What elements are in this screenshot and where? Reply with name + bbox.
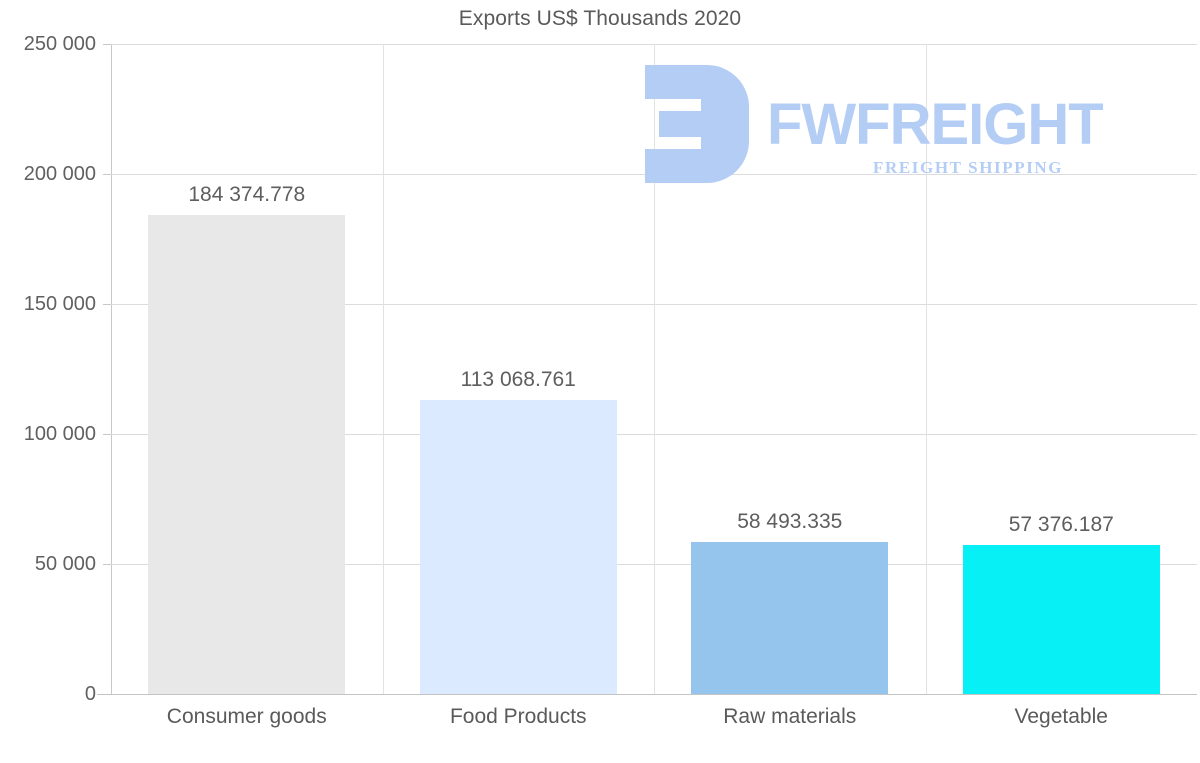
bar[interactable] [962,544,1160,694]
bar-value-label: 57 376.187 [1008,512,1114,536]
bar-value-label: 184 374.778 [188,182,306,206]
x-axis-category-label: Raw materials [723,705,857,728]
bar[interactable] [691,541,889,694]
y-axis-tick-mark [103,434,111,435]
y-axis-tick-label: 150 000 [23,293,96,315]
y-axis-tick-label: 50 000 [34,553,96,575]
y-axis-tick-label: 250 000 [23,33,96,55]
y-axis-tick-label: 100 000 [23,423,96,445]
y-axis-tick-mark [103,304,111,305]
category-separator-gridline [654,44,655,694]
bar[interactable] [148,214,346,694]
chart-title: Exports US$ Thousands 2020 [458,7,742,30]
y-axis-tick-label: 200 000 [23,163,96,185]
category-separator-gridline [382,44,384,694]
y-axis-tick-mark [103,44,111,45]
bar-value-label: 58 493.335 [737,509,843,533]
x-axis-category-label: Food Products [449,705,587,728]
x-axis-category-label: Vegetable [1014,705,1108,728]
y-axis-tick-mark [103,564,111,565]
y-axis-line [111,44,112,695]
category-separator-gridline [925,44,927,694]
y-axis-tick-mark [103,174,111,175]
plot-area [111,44,1197,694]
y-axis-tick-label: 0 [84,683,96,705]
x-axis-line [97,694,1197,695]
bar-value-label: 113 068.761 [460,368,576,392]
bar[interactable] [419,400,617,694]
x-axis-category-label: Consumer goods [166,705,327,728]
